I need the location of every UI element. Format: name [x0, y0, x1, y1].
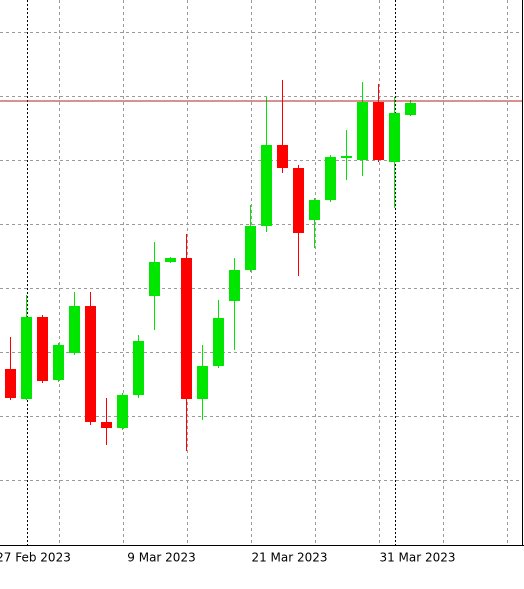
candle-body	[357, 102, 368, 160]
candle-body	[117, 395, 128, 428]
candle-body	[69, 306, 80, 353]
candle-body	[101, 422, 112, 428]
candle-body	[341, 156, 352, 158]
period-separators	[27, 0, 396, 545]
candle-body	[53, 345, 64, 380]
candle-body	[5, 369, 16, 398]
candle-body	[325, 157, 336, 200]
candle-body	[389, 113, 400, 162]
candle-body	[133, 341, 144, 395]
candle-body	[21, 317, 32, 399]
candle-body	[293, 168, 304, 233]
candle-body	[37, 317, 48, 381]
candle-body	[277, 145, 288, 168]
candle-body	[181, 258, 192, 399]
candle-body	[229, 270, 240, 301]
candle-body	[165, 258, 176, 262]
candle-body	[149, 262, 160, 296]
candle-body	[213, 318, 224, 366]
x-tick-label: 27 Feb 2023	[0, 551, 71, 565]
candle-body	[85, 306, 96, 422]
candle-body	[261, 145, 272, 226]
x-tick-label: 9 Mar 2023	[127, 551, 195, 565]
candle-body	[197, 366, 208, 399]
candle-body	[245, 226, 256, 270]
x-tick-label: 31 Mar 2023	[379, 551, 455, 565]
candle-body	[405, 103, 416, 115]
candle-body	[373, 102, 384, 160]
x-tick-label: 21 Mar 2023	[251, 551, 327, 565]
candle-body	[309, 200, 320, 220]
